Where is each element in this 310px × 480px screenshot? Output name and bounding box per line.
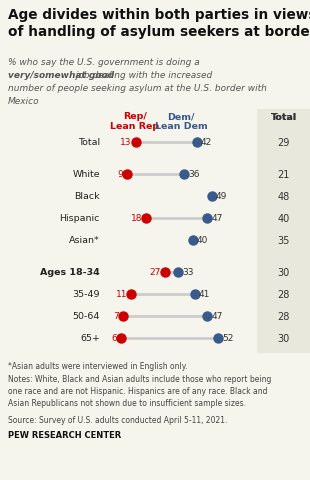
Text: Black: Black [74,192,100,201]
Text: 50-64: 50-64 [73,312,100,321]
Text: *Asian adults were interviewed in English only.: *Asian adults were interviewed in Englis… [8,361,188,370]
Text: 47: 47 [211,214,223,223]
Text: 28: 28 [277,312,290,321]
Text: 41: 41 [199,290,210,299]
Text: 40: 40 [277,214,290,224]
Text: % who say the U.S. government is doing a: % who say the U.S. government is doing a [8,58,200,67]
Text: 30: 30 [277,267,290,277]
Text: very/somewhat good: very/somewhat good [8,71,114,80]
Text: 6: 6 [111,334,117,343]
Text: Total: Total [78,138,100,147]
Text: 21: 21 [277,169,290,180]
Text: Lean Dem: Lean Dem [155,122,207,131]
Text: 47: 47 [211,312,223,321]
Text: Total: Total [270,112,297,121]
Text: Total: Total [270,112,297,121]
Text: Mexico: Mexico [8,97,40,106]
Text: Asian*: Asian* [69,236,100,245]
Text: White: White [72,170,100,179]
Text: 35-49: 35-49 [73,290,100,299]
Text: 29: 29 [277,138,290,148]
Text: PEW RESEARCH CENTER: PEW RESEARCH CENTER [8,430,121,439]
Text: Lean Rep: Lean Rep [110,122,160,131]
Text: Age divides within both parties in views
of handling of asylum seekers at border: Age divides within both parties in views… [8,8,310,39]
Text: 13: 13 [120,138,131,147]
Text: 18: 18 [131,214,142,223]
Text: 52: 52 [222,334,233,343]
Text: 33: 33 [182,268,193,277]
Text: Hispanic: Hispanic [60,214,100,223]
Text: 11: 11 [116,290,127,299]
Text: 35: 35 [277,236,290,245]
Text: number of people seeking asylum at the U.S. border with: number of people seeking asylum at the U… [8,84,267,93]
Text: 30: 30 [277,333,290,343]
Text: 40: 40 [197,236,208,245]
Text: Source: Survey of U.S. adults conducted April 5-11, 2021.: Source: Survey of U.S. adults conducted … [8,415,227,424]
Text: Ages 18-34: Ages 18-34 [40,268,100,277]
Text: 27: 27 [150,268,161,277]
Text: 9: 9 [117,170,123,179]
Text: 28: 28 [277,289,290,300]
Text: Dem/: Dem/ [167,112,195,121]
Text: 49: 49 [216,192,227,201]
Text: Notes: White, Black and Asian adults include those who report being
one race and: Notes: White, Black and Asian adults inc… [8,374,271,407]
Text: job dealing with the increased: job dealing with the increased [73,71,212,80]
Text: 42: 42 [201,138,212,147]
Text: 36: 36 [188,170,200,179]
Text: Rep/: Rep/ [123,112,147,121]
Bar [257,110,310,353]
Text: 48: 48 [277,192,290,202]
Text: 7: 7 [113,312,119,321]
Text: 65+: 65+ [80,334,100,343]
